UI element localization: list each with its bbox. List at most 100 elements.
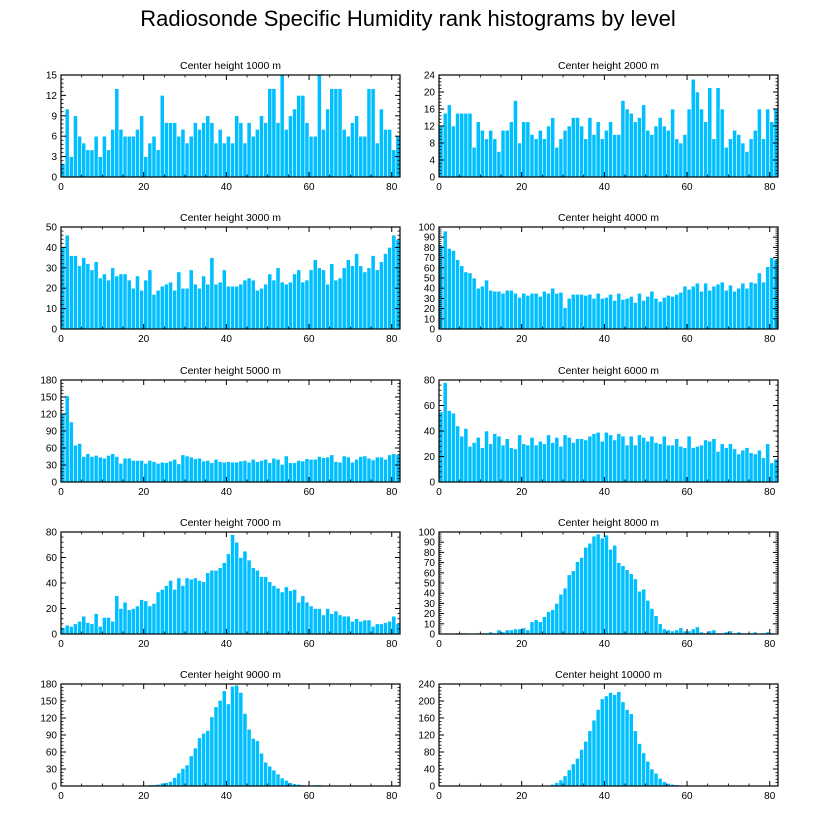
histogram-bar [188,135,194,178]
histogram-bar [387,620,393,635]
histogram-bar [379,456,384,483]
histogram-bar [73,255,78,330]
histogram-bar [508,447,514,483]
histogram-bar [321,129,326,178]
histogram-bar [271,769,277,787]
histogram-bar [624,444,630,483]
histogram-bar [649,290,655,330]
histogram-bar [283,129,289,178]
y-tick-label: 0 [51,478,57,489]
y-tick-label: 16 [424,105,436,116]
histogram-bar [633,121,638,178]
histogram-bar [620,100,626,178]
histogram-bar [521,292,527,330]
histogram-bar [271,585,277,635]
histogram-bar [383,459,388,483]
histogram-bar [317,608,322,635]
histogram-bar [325,456,331,483]
x-tick-label: 20 [138,639,150,650]
histogram-bar [180,585,186,635]
histogram-bar [246,461,252,483]
histogram-bar [337,614,343,635]
histogram-bar [686,435,692,483]
histogram-bar [172,122,178,178]
histogram-bar [139,460,144,483]
histogram-bar [558,593,564,635]
histogram-bar [180,768,186,787]
histogram-bar [89,149,95,178]
histogram-bar [197,580,202,635]
x-tick-label: 40 [221,334,233,345]
histogram-bar [500,444,506,483]
y-tick-label: 90 [424,233,436,244]
x-tick-label: 80 [386,639,398,650]
histogram-bar [459,112,465,178]
histogram-bar [653,615,659,635]
histogram-bar [89,269,95,330]
histogram-bar [238,557,244,635]
x-tick-label: 60 [303,791,315,802]
y-tick-label: 240 [418,680,435,691]
histogram-bar [711,285,717,330]
histogram-bar [126,279,132,330]
histogram-bar [492,290,498,330]
histogram-bar [238,283,244,330]
histogram-bar [570,442,576,483]
histogram-bar [587,542,593,635]
histogram-bar [471,442,477,483]
histogram-panel: Center height 1000 m 0 20 40 60 80 0 3 6 9 12 15 [46,60,401,193]
y-tick-label: 24 [424,71,436,82]
histogram-bar [197,457,202,483]
histogram-bar [442,112,448,178]
histogram-bar [234,541,240,635]
histogram-bar [525,444,531,483]
histogram-bar [579,557,584,635]
histogram-bar [333,461,339,483]
histogram-bar [151,294,157,330]
histogram-bar [267,581,273,635]
x-tick-label: 60 [681,334,693,345]
histogram-bar [579,438,584,483]
x-tick-label: 80 [764,182,776,193]
histogram-bar [213,459,219,483]
histogram-bar [682,285,688,330]
histogram-bar [304,279,310,330]
histogram-bar [463,428,469,483]
histogram-bar [230,285,235,330]
histogram-bar [451,250,456,330]
histogram-bar [197,287,202,330]
histogram-bar [558,445,564,483]
histogram-bar [558,138,564,178]
histogram-bar [686,288,692,330]
histogram-bar [674,629,680,635]
histogram-bar [769,462,775,483]
histogram-bar [748,138,754,178]
histogram-bar [446,248,452,330]
histogram-bar [234,115,240,178]
histogram-bar [370,459,376,483]
y-tick-label: 6 [51,132,57,143]
histogram-bar [201,122,206,178]
histogram-bar [761,457,766,483]
histogram-bar [723,447,729,483]
histogram-bar [317,456,322,483]
panel-title: Center height 4000 m [558,212,659,224]
histogram-bar [279,74,285,178]
x-tick-label: 0 [58,487,64,498]
histogram-bar [500,129,506,178]
histogram-bar [64,624,70,635]
x-tick-label: 60 [303,334,315,345]
histogram-bar [122,273,128,330]
histogram-bar [496,629,502,635]
histogram-bar [475,437,481,483]
y-tick-label: 0 [429,478,435,489]
histogram-bar [304,458,310,483]
histogram-bar [575,117,580,178]
histogram-bar [765,108,771,178]
histogram-bar [118,129,124,178]
histogram-bar [546,611,551,635]
histogram-bar [645,440,651,483]
histogram-bar [529,621,535,635]
histogram-bar [637,590,642,635]
histogram-bar [525,121,531,178]
